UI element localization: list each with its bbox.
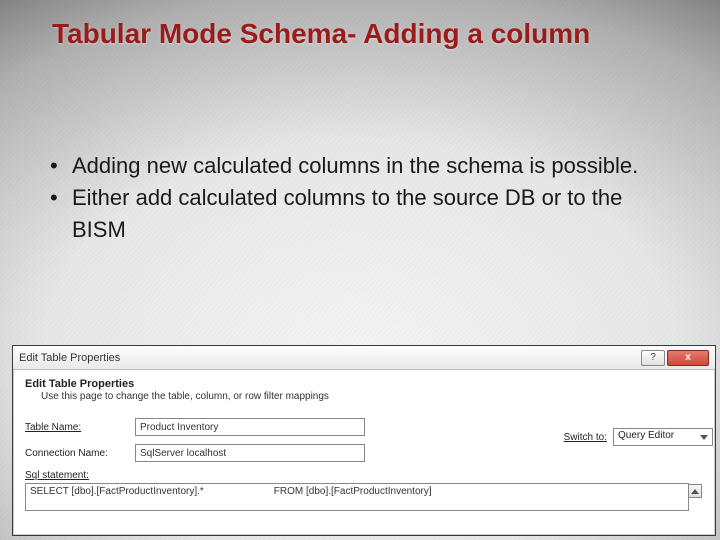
- close-button[interactable]: x: [667, 350, 709, 366]
- table-name-label: Table Name:: [25, 422, 135, 433]
- dialog-title-text: Edit Table Properties: [19, 352, 639, 364]
- help-icon: ?: [650, 352, 656, 363]
- sql-segment-select: SELECT [dbo].[FactProductInventory].*: [30, 486, 204, 508]
- sql-statement-label: Sql statement:: [25, 470, 703, 481]
- bullet-item: Adding new calculated columns in the sch…: [48, 150, 668, 182]
- dialog-container: Edit Table Properties ? x Edit Table Pro…: [12, 345, 716, 536]
- form-area: Table Name: Connection Name: Sql stateme…: [25, 418, 703, 511]
- connection-name-input[interactable]: [135, 444, 365, 462]
- edit-table-properties-dialog: Edit Table Properties ? x Edit Table Pro…: [12, 345, 716, 536]
- dialog-titlebar[interactable]: Edit Table Properties ? x: [13, 346, 715, 370]
- help-button[interactable]: ?: [641, 350, 665, 366]
- slide-title: Tabular Mode Schema- Adding a column: [52, 18, 680, 50]
- dialog-subheading: Use this page to change the table, colum…: [41, 391, 703, 402]
- slide-background: Tabular Mode Schema- Adding a column Add…: [0, 0, 720, 540]
- bullet-list: Adding new calculated columns in the sch…: [48, 150, 668, 246]
- dialog-heading: Edit Table Properties: [25, 378, 703, 390]
- scroll-up-button[interactable]: [688, 484, 702, 498]
- bullet-item: Either add calculated columns to the sou…: [48, 182, 668, 246]
- sql-statement-row: Sql statement: SELECT [dbo].[FactProduct…: [25, 470, 703, 511]
- connection-name-row: Connection Name:: [25, 444, 703, 462]
- sql-segment-from: FROM [dbo].[FactProductInventory]: [274, 486, 432, 508]
- close-icon: x: [685, 352, 691, 363]
- sql-statement-input[interactable]: SELECT [dbo].[FactProductInventory].* FR…: [25, 483, 689, 511]
- dialog-body: Edit Table Properties Use this page to c…: [13, 370, 715, 535]
- table-name-input[interactable]: [135, 418, 365, 436]
- table-name-row: Table Name:: [25, 418, 703, 436]
- connection-name-label: Connection Name:: [25, 448, 135, 459]
